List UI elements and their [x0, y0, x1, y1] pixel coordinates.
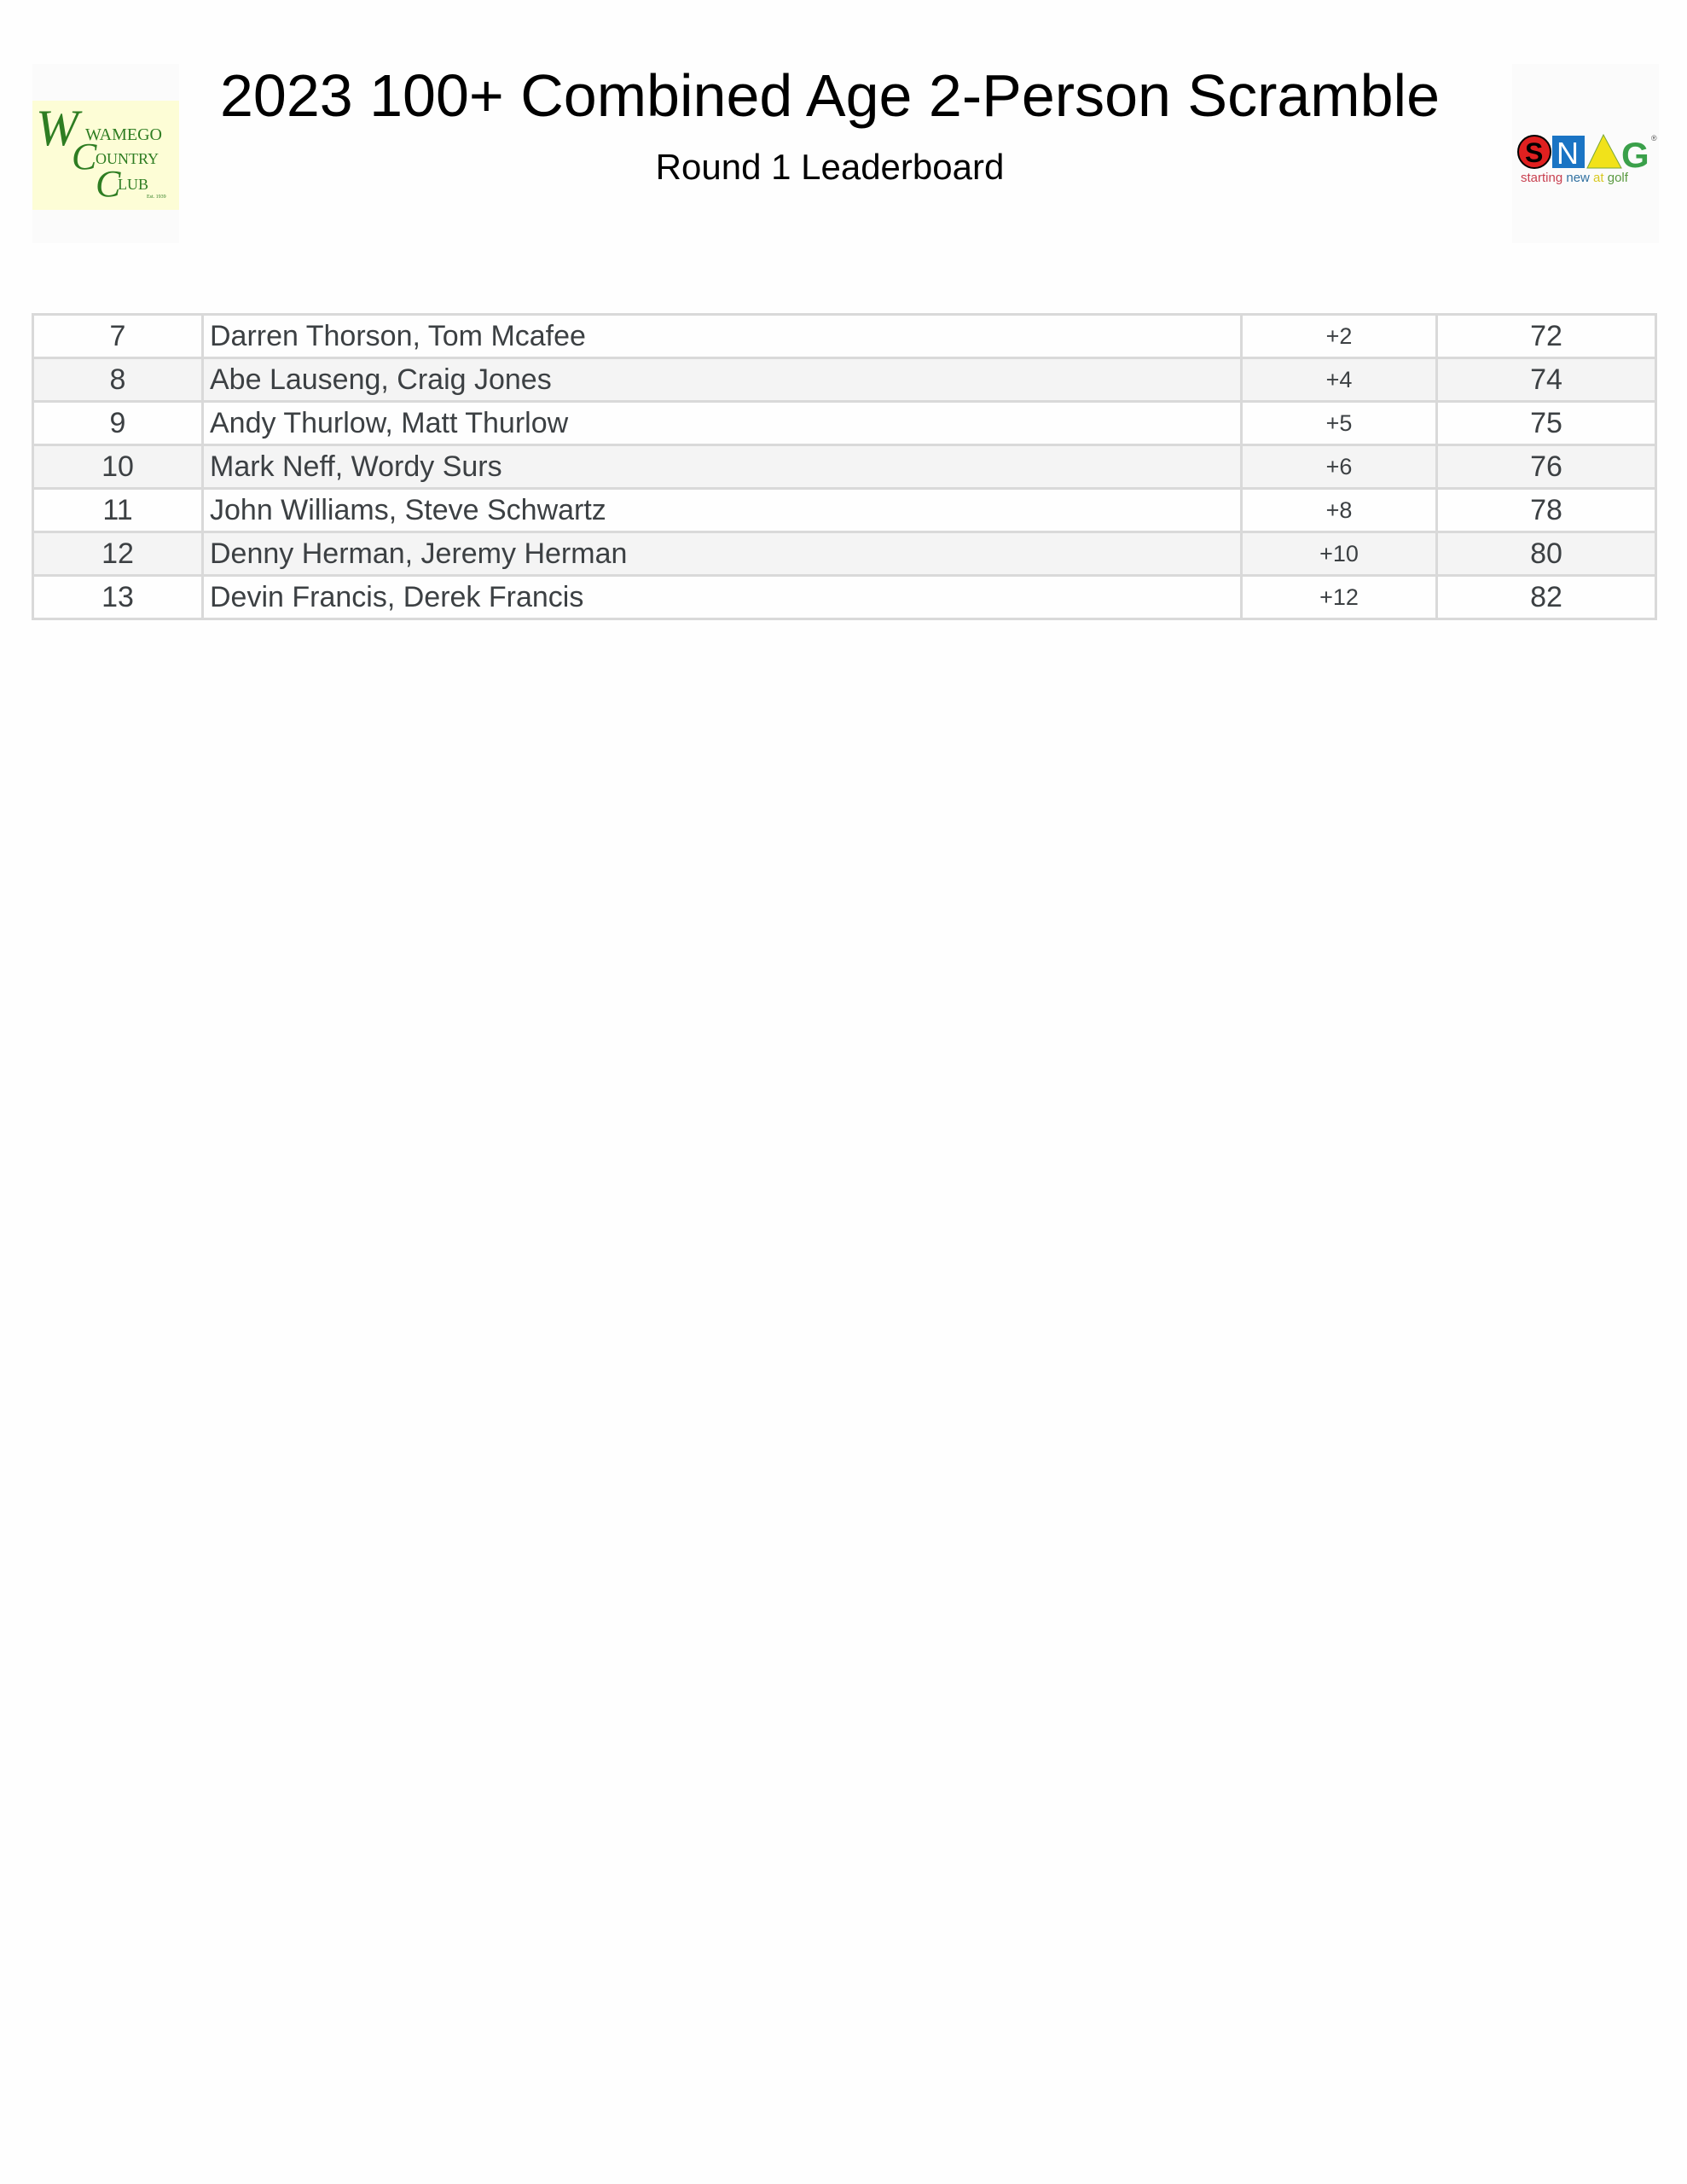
to-par-cell: +12 [1240, 574, 1438, 620]
score-cell: 75 [1435, 400, 1657, 446]
to-par-cell: +5 [1240, 400, 1438, 446]
rank-cell: 13 [32, 574, 204, 620]
wamego-country-club-logo: W WAMEGO C OUNTRY C LUB Est. 1939 [32, 64, 179, 243]
rank-cell: 10 [32, 444, 204, 490]
svg-text:Est. 1939: Est. 1939 [147, 195, 166, 200]
team-cell: Devin Francis, Derek Francis [201, 574, 1243, 620]
svg-text:W: W [36, 101, 83, 156]
score-cell: 80 [1435, 531, 1657, 577]
svg-text:®: ® [1651, 134, 1657, 142]
to-par-cell: +4 [1240, 357, 1438, 403]
score-cell: 78 [1435, 487, 1657, 533]
svg-text:WAMEGO: WAMEGO [85, 125, 162, 144]
to-par-cell: +8 [1240, 487, 1438, 533]
table-row: 9 Andy Thurlow, Matt Thurlow +5 75 [32, 400, 1657, 446]
table-row: 7 Darren Thorson, Tom Mcafee +2 72 [32, 313, 1657, 359]
score-cell: 72 [1435, 313, 1657, 359]
team-cell: Mark Neff, Wordy Surs [201, 444, 1243, 490]
leaderboard-table: 7 Darren Thorson, Tom Mcafee +2 72 8 Abe Laus… [32, 313, 1657, 620]
team-cell: Abe Lauseng, Craig Jones [201, 357, 1243, 403]
rank-cell: 12 [32, 531, 204, 577]
page-title: 2023 100+ Combined Age 2-Person Scramble [219, 62, 1441, 129]
team-cell: Denny Herman, Jeremy Herman [201, 531, 1243, 577]
table-row: 13 Devin Francis, Derek Francis +12 82 [32, 574, 1657, 620]
svg-text:C: C [96, 163, 121, 205]
team-cell: John Williams, Steve Schwartz [201, 487, 1243, 533]
svg-text:G: G [1621, 135, 1649, 175]
team-cell: Andy Thurlow, Matt Thurlow [201, 400, 1243, 446]
svg-text:OUNTRY: OUNTRY [96, 150, 159, 167]
to-par-cell: +6 [1240, 444, 1438, 490]
rank-cell: 11 [32, 487, 204, 533]
table-row: 10 Mark Neff, Wordy Surs +6 76 [32, 444, 1657, 490]
score-cell: 74 [1435, 357, 1657, 403]
table-row: 11 John Williams, Steve Schwartz +8 78 [32, 487, 1657, 533]
svg-text:LUB: LUB [118, 176, 148, 193]
table-row: 12 Denny Herman, Jeremy Herman +10 80 [32, 531, 1657, 577]
rank-cell: 7 [32, 313, 204, 359]
rank-cell: 9 [32, 400, 204, 446]
table-row: 8 Abe Lauseng, Craig Jones +4 74 [32, 357, 1657, 403]
svg-text:S: S [1525, 137, 1543, 168]
svg-text:C: C [72, 136, 97, 177]
score-cell: 82 [1435, 574, 1657, 620]
svg-text:N: N [1557, 136, 1579, 171]
score-cell: 76 [1435, 444, 1657, 490]
rank-cell: 8 [32, 357, 204, 403]
snag-logo: S N G ® starting new at golf [1512, 64, 1659, 243]
to-par-cell: +10 [1240, 531, 1438, 577]
svg-text:starting new at golf: starting new at golf [1521, 171, 1629, 185]
team-cell: Darren Thorson, Tom Mcafee [201, 313, 1243, 359]
page-subtitle: Round 1 Leaderboard [655, 147, 1005, 187]
to-par-cell: +2 [1240, 313, 1438, 359]
